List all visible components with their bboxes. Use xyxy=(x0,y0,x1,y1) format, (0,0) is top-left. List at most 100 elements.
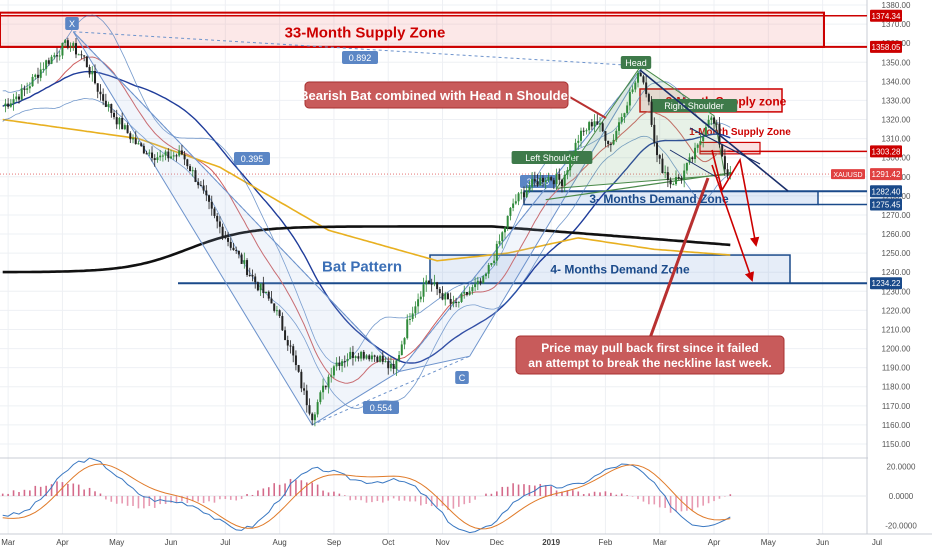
candle-body xyxy=(626,105,629,114)
candle-body xyxy=(666,172,669,181)
candle-body xyxy=(694,147,697,160)
time-tick-label: Nov xyxy=(435,538,449,547)
candle-body xyxy=(539,177,542,186)
price-tick-label: 1210.00 xyxy=(882,325,911,334)
candle-body xyxy=(237,251,240,255)
candle-body xyxy=(373,355,376,357)
candle-body xyxy=(560,179,563,186)
candle-body xyxy=(248,275,251,277)
candle-body xyxy=(677,176,680,179)
price-axis-bg xyxy=(868,0,932,550)
candle-body xyxy=(137,143,140,145)
point-c-label: C xyxy=(459,373,466,383)
macd-panel: 20.0000 0.0000 -20.0000 xyxy=(0,457,919,534)
candle-body xyxy=(322,385,325,393)
demand-zone-4m-label: 4- Months Demand Zone xyxy=(550,262,690,276)
candle-body xyxy=(286,340,289,346)
time-tick-label: Mar xyxy=(1,538,15,547)
candle-body xyxy=(493,260,496,263)
candle-body xyxy=(484,273,487,277)
candle-body xyxy=(506,215,509,228)
candle-body xyxy=(419,296,422,300)
ratio-0554-label-bg xyxy=(363,401,399,414)
candle-body xyxy=(441,293,444,300)
candle-body xyxy=(218,221,221,227)
candle-body xyxy=(53,55,56,57)
candle-body xyxy=(110,103,113,113)
price-label: 1303.28 xyxy=(872,147,901,156)
candle-body xyxy=(460,293,463,302)
candle-body xyxy=(224,237,227,239)
price-label-bg xyxy=(870,145,902,158)
candle-body xyxy=(444,293,447,300)
candle-body xyxy=(685,162,688,171)
candle-body xyxy=(281,316,284,331)
price-label-bg xyxy=(870,277,902,290)
candle-body xyxy=(300,371,303,389)
candle-body xyxy=(360,351,363,359)
candle-body xyxy=(148,152,151,154)
time-tick-label: Jul xyxy=(220,538,230,547)
macd-axis-label: 20.0000 xyxy=(887,462,916,471)
candle-body xyxy=(278,310,281,317)
price-tick-label: 1350.00 xyxy=(882,58,911,67)
candle-body xyxy=(612,139,615,145)
bat-pattern-layer: Bat PatternX0.8920.3950.554C3.266HeadLef… xyxy=(65,17,738,426)
candle-body xyxy=(362,351,365,359)
candle-body xyxy=(726,169,729,176)
callout-1-box xyxy=(304,81,569,109)
candle-body xyxy=(104,100,107,107)
moving-average-ma50 xyxy=(2,70,731,364)
candle-body xyxy=(438,289,441,294)
candle-body xyxy=(675,176,678,185)
candle-body xyxy=(324,385,327,388)
candle-body xyxy=(305,390,308,406)
point-x-label: X xyxy=(69,19,75,29)
candle-body xyxy=(199,185,202,187)
macd-signal-line xyxy=(2,463,731,530)
right-shoulder-label: Right Shoulder xyxy=(664,101,724,111)
candle-body xyxy=(637,72,640,83)
candle-body xyxy=(384,361,387,363)
candle-body xyxy=(194,170,197,182)
candle-body xyxy=(294,355,297,366)
candle-body xyxy=(476,280,479,285)
candle-body xyxy=(688,157,691,163)
candle-body xyxy=(346,359,349,362)
callout-2-text-line1: Price may pull back first since it faile… xyxy=(541,341,758,355)
candle-body xyxy=(571,155,574,158)
candle-body xyxy=(232,247,235,251)
candle-body xyxy=(729,171,732,176)
candle-body xyxy=(707,119,710,128)
candle-body xyxy=(647,94,650,102)
left-shoulder-label: Left Shoulder xyxy=(525,153,579,163)
candle-body xyxy=(341,361,344,366)
price-label: 1374.34 xyxy=(872,12,901,21)
candle-body xyxy=(645,82,648,95)
candle-body xyxy=(132,138,135,140)
candle-body xyxy=(650,101,653,125)
price-tick-label: 1200.00 xyxy=(882,345,911,354)
time-tick-label: 2019 xyxy=(542,538,560,547)
symbol-tag-bg xyxy=(831,169,865,180)
point-x-label-bg xyxy=(65,17,79,30)
candle-body xyxy=(715,123,718,125)
candle-body xyxy=(80,54,83,56)
candle-body xyxy=(588,122,591,131)
point-c-label-bg xyxy=(455,371,469,384)
candle-body xyxy=(620,117,623,123)
macd-axis-label: 0.0000 xyxy=(889,492,914,501)
candle-body xyxy=(180,150,183,155)
candle-body xyxy=(28,86,31,89)
bat-xd-line xyxy=(73,31,644,67)
candle-body xyxy=(585,130,588,132)
candle-body xyxy=(284,330,287,341)
candle-body xyxy=(254,276,257,283)
price-tick-label: 1260.00 xyxy=(882,230,911,239)
candle-body xyxy=(118,117,121,125)
candle-body xyxy=(593,121,596,127)
candle-body xyxy=(604,131,607,141)
candle-body xyxy=(471,287,474,292)
symbol-tag: XAUUSD xyxy=(833,172,862,179)
candle-body xyxy=(503,227,506,233)
